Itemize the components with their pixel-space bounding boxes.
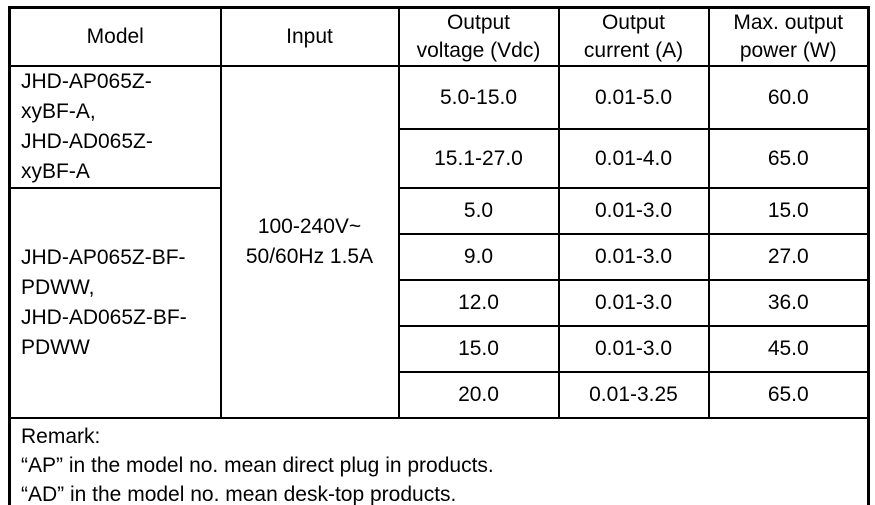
spec-table: Model Input Output voltage (Vdc) Output … (8, 6, 870, 505)
output-current-cell: 0.01-4.0 (557, 128, 710, 189)
table-row: JHD-AP065Z-BF- PDWW, JHD-AD065Z-BF- PDWW… (8, 187, 870, 419)
max-power-cell: 60.0 (707, 64, 870, 131)
output-voltage-cell: 9.0 (397, 233, 560, 281)
input-cell: 100-240V~ 50/60Hz 1.5A (219, 65, 400, 419)
table-row: 15.0 0.01-3.0 45.0 (10, 325, 870, 373)
output-voltage-cell: 20.0 (397, 371, 560, 419)
output-current-cell: 0.01-5.0 (557, 64, 710, 131)
col-header-model: Model (8, 6, 222, 67)
col-header-output-current: Output current (A) (557, 6, 710, 67)
output-voltage-cell: 5.0-15.0 (397, 64, 560, 131)
table-row: 15.1-27.0 0.01-4.0 65.0 (10, 128, 870, 189)
table-row: 20.0 0.01-3.25 65.0 (10, 371, 870, 419)
remark-line-ad: “AD” in the model no. mean desk-top prod… (21, 483, 457, 505)
output-current-cell: 0.01-3.25 (557, 371, 710, 419)
output-voltage-cell: 12.0 (397, 279, 560, 327)
remark-cell: Remark: “AP” in the model no. mean direc… (8, 417, 870, 505)
max-power-cell: 36.0 (707, 279, 870, 327)
col-header-max-output-power: Max. output power (W) (707, 6, 870, 67)
table-row: 12.0 0.01-3.0 36.0 (10, 279, 870, 327)
table-row: JHD-AP065Z- xyBF-A, JHD-AD065Z- xyBF-A 1… (8, 64, 870, 419)
remark-line-ap: “AP” in the model no. mean direct plug i… (21, 454, 494, 477)
table-row: 9.0 0.01-3.0 27.0 (10, 233, 870, 281)
output-voltage-cell: 15.0 (397, 325, 560, 373)
output-current-cell: 0.01-3.0 (557, 187, 710, 235)
col-header-input: Input (219, 6, 400, 67)
remark-title: Remark: (21, 425, 101, 448)
output-voltage-cell: 15.1-27.0 (397, 128, 560, 189)
max-power-cell: 65.0 (707, 128, 870, 189)
output-current-cell: 0.01-3.0 (557, 325, 710, 373)
output-current-cell: 0.01-3.0 (557, 233, 710, 281)
max-power-cell: 65.0 (707, 371, 870, 419)
output-voltage-cell: 5.0 (397, 187, 560, 235)
output-current-cell: 0.01-3.0 (557, 279, 710, 327)
max-power-cell: 27.0 (707, 233, 870, 281)
col-header-output-voltage: Output voltage (Vdc) (397, 6, 560, 67)
max-power-cell: 15.0 (707, 187, 870, 235)
model-cell-group-2: JHD-AP065Z-BF- PDWW, JHD-AD065Z-BF- PDWW (8, 187, 222, 419)
model-cell-group-1: JHD-AP065Z- xyBF-A, JHD-AD065Z- xyBF-A (8, 65, 222, 189)
remark-row: Remark: “AP” in the model no. mean direc… (8, 417, 870, 505)
header-row: Model Input Output voltage (Vdc) Output … (8, 6, 870, 67)
max-power-cell: 45.0 (707, 325, 870, 373)
